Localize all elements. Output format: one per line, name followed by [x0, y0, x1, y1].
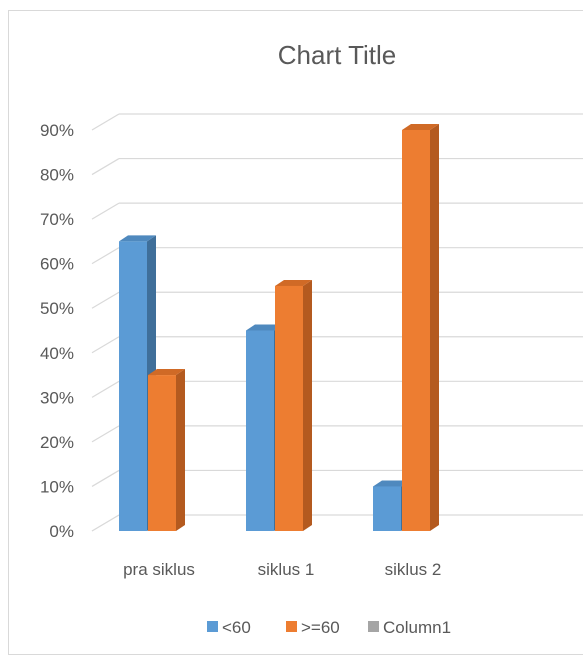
x-axis-categories: pra siklus siklus 1 siklus 2 — [123, 560, 441, 579]
bars — [119, 124, 439, 531]
legend-item: Column1 — [368, 618, 451, 637]
bar-top — [275, 279, 312, 286]
bar-front — [402, 130, 430, 531]
gridline-diagonal — [91, 514, 120, 532]
y-tick-label: 20% — [40, 433, 74, 452]
category-label: siklus 1 — [258, 560, 315, 579]
bar-front — [275, 285, 303, 531]
bar-top — [148, 369, 185, 376]
chart-title: Chart Title — [278, 40, 397, 70]
legend-item: >=60 — [286, 618, 340, 637]
legend-swatch — [286, 621, 297, 632]
bar-side — [430, 124, 439, 531]
bar-front — [148, 375, 176, 531]
legend-label: >=60 — [301, 618, 340, 637]
legend-label: Column1 — [383, 618, 451, 637]
gridline-diagonal — [91, 380, 120, 398]
bar — [148, 369, 185, 531]
bar-front — [119, 241, 147, 531]
gridline-diagonal — [91, 158, 120, 176]
y-tick-label: 50% — [40, 299, 74, 318]
bar-top — [373, 480, 410, 487]
bar — [275, 279, 312, 531]
legend-label: <60 — [222, 618, 251, 637]
gridline-diagonal — [91, 425, 120, 443]
category-label: siklus 2 — [385, 560, 442, 579]
bar — [402, 124, 439, 531]
gridline-diagonal — [91, 202, 120, 220]
y-tick-label: 80% — [40, 166, 74, 185]
legend-swatch — [368, 621, 379, 632]
bar-front — [373, 486, 401, 531]
y-axis-ticks: 0% 10% 20% 30% 40% 50% 60% 70% 80% 90% — [40, 121, 74, 541]
legend-swatch — [207, 621, 218, 632]
gridline-diagonal — [91, 469, 120, 487]
gridlines — [91, 113, 583, 532]
legend: <60 >=60 Column1 — [207, 618, 451, 637]
bar-side — [176, 369, 185, 531]
y-tick-label: 40% — [40, 344, 74, 363]
y-tick-label: 10% — [40, 477, 74, 496]
gridline-diagonal — [91, 113, 120, 131]
y-tick-label: 70% — [40, 210, 74, 229]
category-label: pra siklus — [123, 560, 195, 579]
bar-top — [402, 124, 439, 130]
bar-top — [246, 324, 283, 331]
bar-top — [119, 235, 156, 242]
y-tick-label: 30% — [40, 388, 74, 407]
bar-side — [303, 279, 312, 531]
y-tick-label: 0% — [49, 522, 74, 541]
y-tick-label: 90% — [40, 121, 74, 140]
gridline-diagonal — [91, 291, 120, 309]
gridline-diagonal — [91, 336, 120, 354]
gridline-diagonal — [91, 247, 120, 265]
y-tick-label: 60% — [40, 255, 74, 274]
bar-front — [246, 330, 274, 531]
legend-item: <60 — [207, 618, 251, 637]
